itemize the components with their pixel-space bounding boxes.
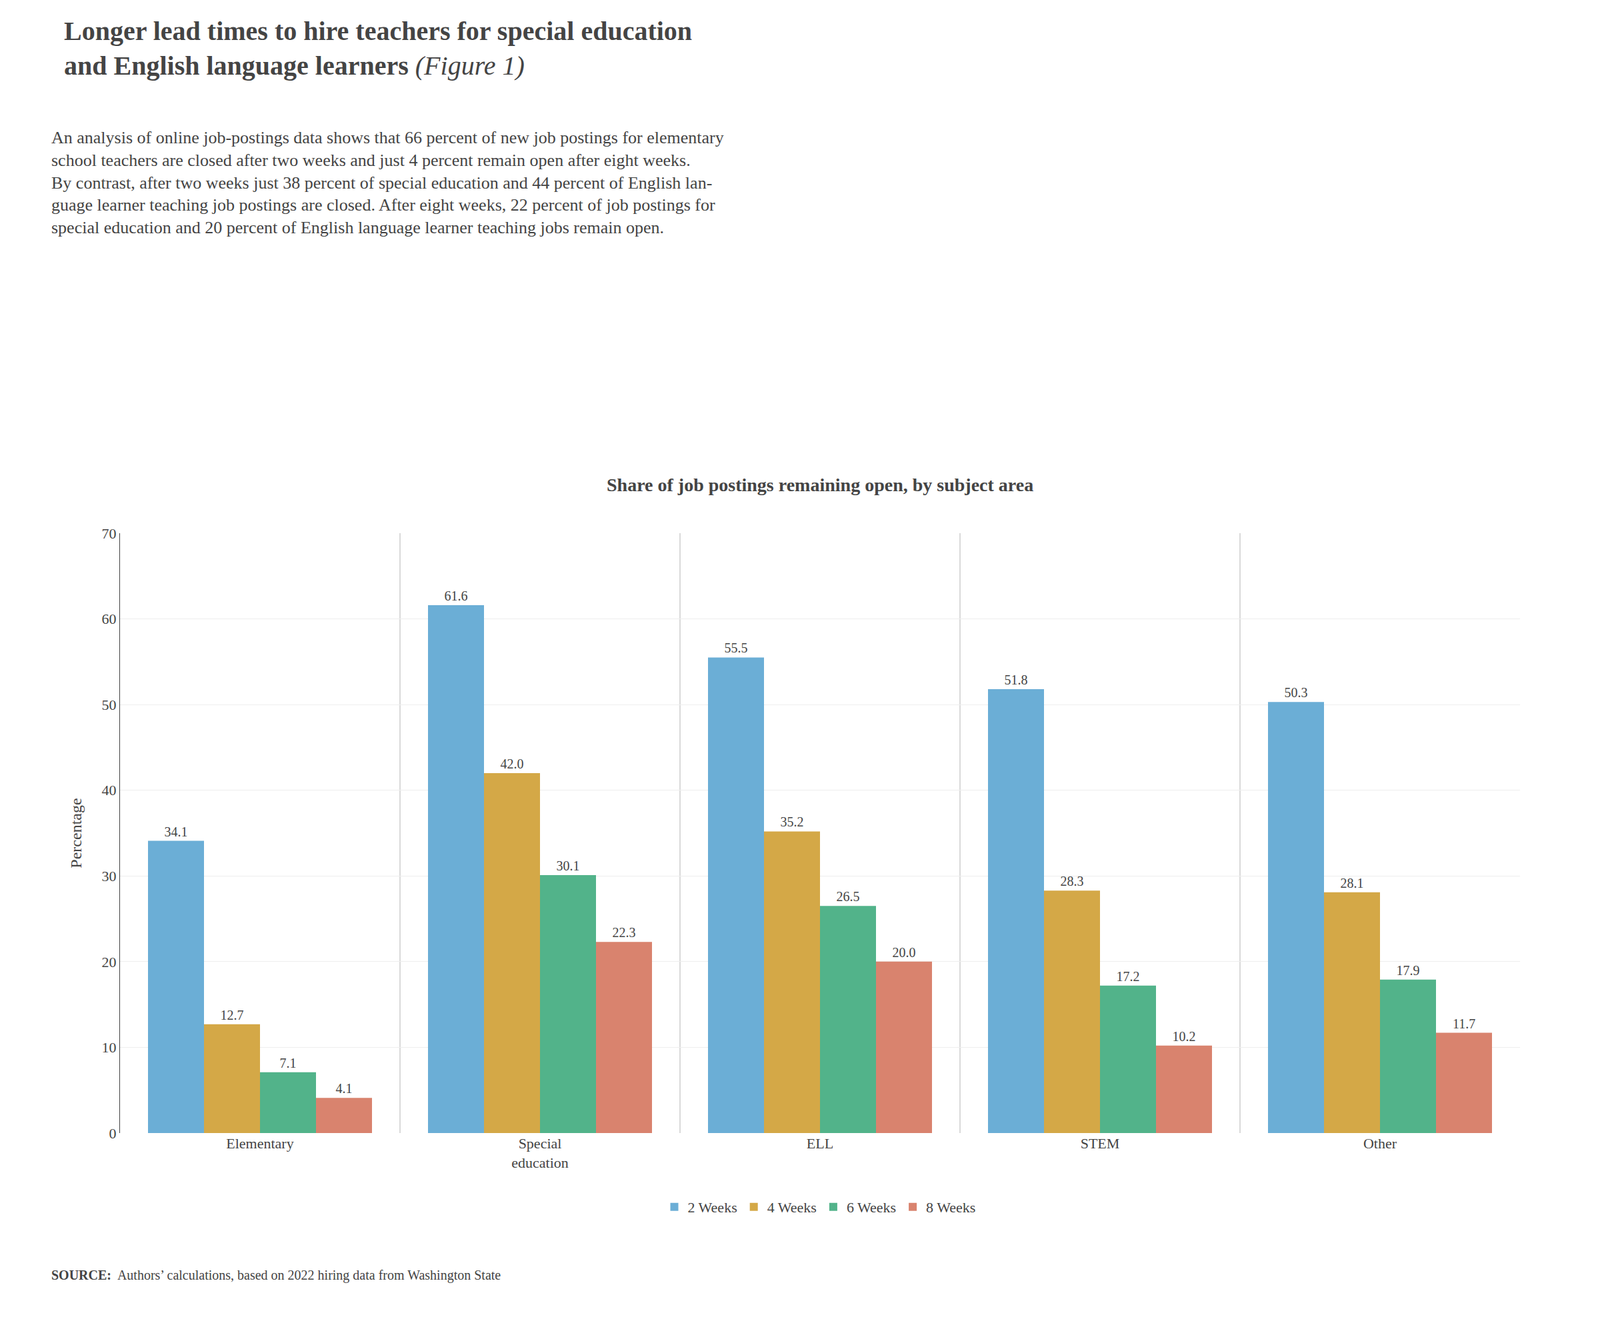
svg-text:10.2: 10.2 [1172, 1029, 1196, 1044]
svg-text:4.1: 4.1 [336, 1081, 353, 1096]
svg-text:11.7: 11.7 [1452, 1016, 1476, 1032]
svg-text:An analysis of online job-post: An analysis of online job-postings data … [51, 128, 724, 238]
svg-text:Elementary: Elementary [226, 1135, 294, 1152]
svg-text:10: 10 [102, 1039, 117, 1056]
svg-text:50: 50 [102, 696, 117, 714]
svg-text:20: 20 [102, 954, 117, 971]
svg-text:12.7: 12.7 [220, 1008, 244, 1023]
svg-text:50.3: 50.3 [1284, 685, 1308, 700]
svg-text:28.3: 28.3 [1060, 874, 1084, 889]
svg-text:40: 40 [102, 782, 117, 799]
svg-text:55.5: 55.5 [724, 640, 748, 656]
svg-text:0: 0 [109, 1125, 117, 1142]
svg-text:ELL: ELL [806, 1135, 834, 1152]
svg-text:SOURCE: Authors’ calculations: SOURCE: Authors’ calculations, based on … [51, 1268, 501, 1284]
svg-text:30: 30 [102, 868, 117, 885]
svg-text:60: 60 [102, 610, 117, 628]
svg-text:2 Weeks: 2 Weeks [688, 1199, 738, 1216]
svg-text:30.1: 30.1 [556, 858, 580, 874]
svg-text:STEM: STEM [1080, 1135, 1120, 1152]
svg-text:8 Weeks: 8 Weeks [926, 1199, 976, 1216]
svg-text:26.5: 26.5 [836, 889, 860, 904]
svg-text:42.0: 42.0 [500, 756, 524, 772]
svg-text:Share of job postings remainin: Share of job postings remaining open, by… [606, 474, 1034, 496]
svg-text:4 Weeks: 4 Weeks [767, 1199, 817, 1216]
svg-text:20.0: 20.0 [892, 945, 916, 960]
svg-text:Specialeducation: Specialeducation [511, 1135, 569, 1172]
svg-text:Other: Other [1363, 1135, 1398, 1152]
svg-text:61.6: 61.6 [444, 588, 468, 604]
svg-text:17.2: 17.2 [1116, 969, 1140, 984]
svg-text:22.3: 22.3 [612, 925, 636, 940]
svg-text:28.1: 28.1 [1340, 876, 1364, 891]
svg-text:17.9: 17.9 [1396, 963, 1420, 978]
svg-text:7.1: 7.1 [280, 1056, 297, 1071]
svg-text:51.8: 51.8 [1004, 672, 1028, 688]
svg-text:Percentage: Percentage [67, 798, 85, 868]
svg-text:35.2: 35.2 [780, 814, 804, 830]
svg-text:6 Weeks: 6 Weeks [846, 1199, 896, 1216]
svg-text:34.1: 34.1 [164, 824, 188, 840]
svg-text:Longer lead times to hire teac: Longer lead times to hire teachers for s… [64, 16, 692, 81]
svg-text:70: 70 [102, 525, 117, 542]
